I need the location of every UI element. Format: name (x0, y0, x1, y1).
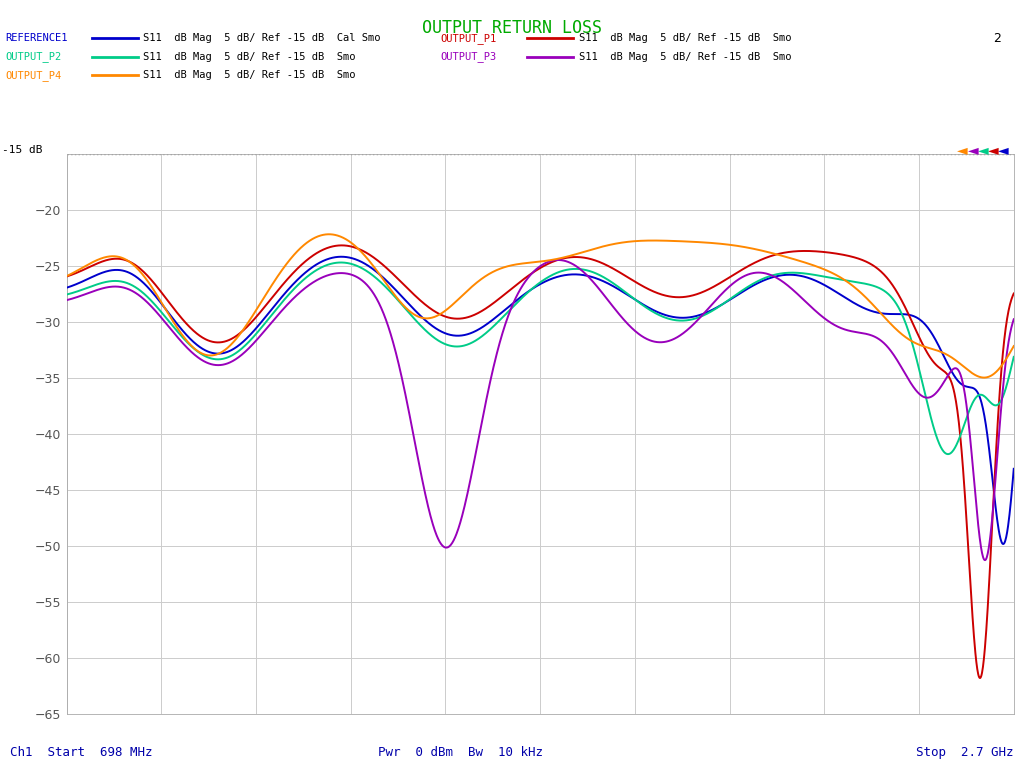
Text: Stop  2.7 GHz: Stop 2.7 GHz (916, 746, 1014, 759)
Text: ◄: ◄ (988, 143, 998, 157)
Text: ◄: ◄ (978, 143, 988, 157)
Text: -15 dB: -15 dB (2, 144, 43, 155)
Text: S11  dB Mag  5 dB/ Ref -15 dB  Smo: S11 dB Mag 5 dB/ Ref -15 dB Smo (143, 70, 356, 81)
Text: 2: 2 (993, 32, 1001, 45)
Text: REFERENCE1: REFERENCE1 (5, 33, 68, 44)
Text: OUTPUT_P2: OUTPUT_P2 (5, 51, 61, 62)
Text: S11  dB Mag  5 dB/ Ref -15 dB  Smo: S11 dB Mag 5 dB/ Ref -15 dB Smo (579, 51, 792, 62)
Text: S11  dB Mag  5 dB/ Ref -15 dB  Cal Smo: S11 dB Mag 5 dB/ Ref -15 dB Cal Smo (143, 33, 381, 44)
Text: S11  dB Mag  5 dB/ Ref -15 dB  Smo: S11 dB Mag 5 dB/ Ref -15 dB Smo (143, 51, 356, 62)
Text: OUTPUT_P3: OUTPUT_P3 (440, 51, 497, 62)
Text: Ch1  Start  698 MHz: Ch1 Start 698 MHz (10, 746, 153, 759)
Text: OUTPUT_P1: OUTPUT_P1 (440, 33, 497, 44)
Text: OUTPUT RETURN LOSS: OUTPUT RETURN LOSS (422, 19, 602, 37)
Text: ◄: ◄ (998, 143, 1009, 157)
Text: ◄: ◄ (968, 143, 978, 157)
Text: S11  dB Mag  5 dB/ Ref -15 dB  Smo: S11 dB Mag 5 dB/ Ref -15 dB Smo (579, 33, 792, 44)
Text: ◄: ◄ (957, 143, 968, 157)
Text: Pwr  0 dBm  Bw  10 kHz: Pwr 0 dBm Bw 10 kHz (378, 746, 544, 759)
Text: OUTPUT_P4: OUTPUT_P4 (5, 70, 61, 81)
